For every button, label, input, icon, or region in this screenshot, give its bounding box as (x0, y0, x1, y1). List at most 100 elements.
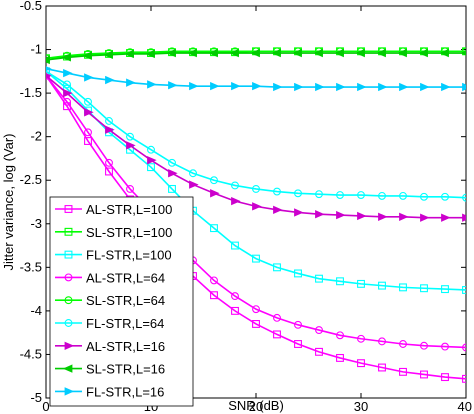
data-point (147, 145, 155, 154)
data-point (61, 53, 71, 62)
data-point (399, 340, 407, 348)
data-point (126, 78, 136, 87)
data-point (441, 285, 449, 294)
data-point (294, 269, 302, 278)
data-point (32, 64, 40, 71)
data-point (420, 341, 428, 350)
data-point (210, 189, 220, 198)
legend-marker (64, 227, 73, 236)
y-axis-ticks: -0.5 -1 -1.5 -2 -2.5 -3 -3.5 -4 -4.5 -5 (20, 0, 466, 405)
data-point (124, 49, 134, 59)
data-point (84, 128, 92, 137)
data-point (420, 82, 430, 92)
data-point (32, 64, 40, 71)
data-point (292, 48, 302, 58)
series-fl-str-l-64 (46, 67, 466, 202)
data-point (420, 192, 428, 201)
data-point (168, 158, 176, 167)
data-point (46, 67, 50, 76)
data-point (210, 176, 218, 185)
data-point (441, 213, 451, 222)
data-point (252, 254, 260, 263)
series-line (46, 67, 466, 88)
data-point (252, 305, 260, 314)
data-point (273, 187, 281, 196)
legend-marker (64, 205, 73, 213)
series-line (46, 50, 466, 60)
data-point (273, 330, 281, 339)
legend-label: AL-STR,L=16 (86, 339, 165, 354)
data-point (313, 48, 323, 58)
data-point (378, 281, 386, 290)
data-point (418, 48, 428, 58)
data-point (399, 191, 407, 200)
data-point (189, 81, 199, 91)
data-point (32, 64, 39, 71)
data-point (462, 286, 466, 294)
data-point (273, 205, 283, 215)
data-point (462, 82, 466, 92)
data-point (378, 212, 388, 221)
data-point (46, 66, 52, 72)
data-point (334, 48, 344, 58)
y-tick-label: -1 (30, 42, 42, 57)
data-point (208, 48, 218, 58)
data-point (315, 190, 323, 199)
data-point (439, 48, 449, 58)
data-point (378, 337, 386, 346)
data-point (46, 73, 52, 79)
data-point (273, 263, 281, 272)
data-point (210, 276, 218, 285)
data-point (462, 47, 466, 56)
data-point (357, 82, 367, 92)
data-point (189, 169, 197, 178)
y-tick-label: -2.5 (20, 172, 42, 187)
data-point (273, 313, 281, 322)
data-point (189, 180, 199, 189)
legend-marker (64, 296, 73, 305)
data-point (399, 212, 409, 221)
series-line (46, 52, 466, 61)
data-point (210, 291, 218, 300)
data-point (84, 73, 94, 82)
data-point (126, 132, 134, 141)
data-point (84, 108, 94, 117)
x-tick-label: 0 (42, 399, 49, 414)
data-point (441, 373, 449, 382)
data-point (105, 75, 115, 85)
series-line (46, 74, 466, 380)
data-point (231, 81, 241, 91)
data-point (315, 82, 325, 92)
data-point (105, 167, 113, 176)
y-tick-label: -3.5 (20, 259, 42, 274)
data-point (231, 306, 239, 315)
data-point (420, 370, 428, 379)
y-tick-label: -1.5 (20, 85, 42, 100)
data-point (399, 82, 409, 92)
data-point (336, 82, 346, 92)
data-point (147, 156, 157, 165)
series-sl-str-l-16 (46, 48, 466, 65)
data-point (231, 292, 239, 301)
data-point (462, 213, 466, 222)
data-point (462, 193, 466, 202)
legend-marker (64, 250, 73, 259)
data-point (462, 343, 466, 352)
data-point (168, 81, 178, 90)
y-tick-label: -2 (30, 129, 42, 144)
data-point (420, 284, 428, 293)
data-point (231, 196, 241, 206)
data-point (252, 81, 262, 91)
data-point (336, 191, 344, 199)
legend-marker (64, 387, 75, 396)
data-point (336, 331, 344, 340)
data-point (397, 48, 407, 58)
legend: AL-STR,L=100 SL-STR,L=100 FL-STR,L=100 AL-S… (49, 196, 194, 407)
data-point (250, 48, 260, 58)
data-point (126, 184, 134, 193)
data-point (82, 51, 92, 60)
data-point (399, 283, 407, 292)
data-point (103, 50, 113, 59)
y-tick-label: -3 (30, 216, 42, 231)
data-point (63, 97, 71, 106)
